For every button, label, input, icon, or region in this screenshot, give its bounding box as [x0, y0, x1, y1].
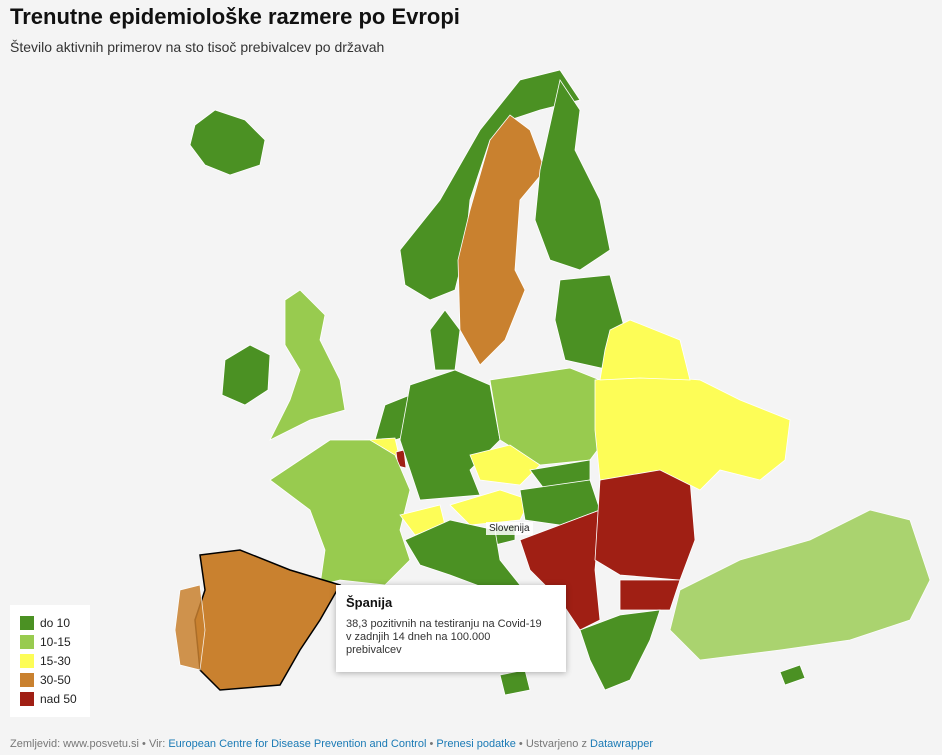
country[interactable]	[779, 664, 806, 686]
tooltip-title: Španija	[346, 595, 393, 610]
country[interactable]	[269, 289, 346, 441]
legend-label: nad 50	[40, 691, 77, 706]
country[interactable]	[594, 374, 791, 491]
legend-swatch	[20, 615, 34, 630]
legend-swatch	[20, 691, 34, 706]
legend-item: 10-15	[20, 632, 90, 651]
legend-item: 15-30	[20, 651, 90, 670]
map	[174, 69, 931, 696]
legend-label: do 10	[40, 615, 71, 630]
country[interactable]	[619, 579, 681, 611]
country[interactable]	[189, 109, 266, 176]
footer-source-prefix: Vir:	[148, 738, 166, 750]
legend-item: do 10	[20, 613, 90, 632]
legend-label: 15-30	[40, 653, 71, 668]
country[interactable]	[194, 549, 342, 691]
country[interactable]	[519, 509, 601, 631]
map-label: Slovenija	[486, 522, 533, 535]
country[interactable]	[599, 319, 691, 381]
legend-swatch	[20, 672, 34, 687]
footer-map: Zemljevid: www.posvetu.si	[10, 738, 139, 750]
legend-label: 30-50	[40, 672, 71, 687]
country[interactable]	[499, 669, 531, 696]
tooltip: Španija 38,3 pozitivnih na testiranju na…	[336, 585, 566, 672]
footer-made-prefix: Ustvarjeno z	[525, 738, 587, 750]
legend-swatch	[20, 634, 34, 649]
footer-made-link[interactable]: Datawrapper	[590, 738, 654, 750]
subtitle: Število aktivnih primerov na sto tisoč p…	[10, 39, 385, 55]
footer: Zemljevid: www.posvetu.si • Vir: Europea…	[10, 738, 654, 750]
legend: do 10 10-15 15-30 30-50 nad 50	[10, 605, 90, 717]
footer-source-link[interactable]: European Centre for Disease Prevention a…	[168, 738, 427, 750]
legend-label: 10-15	[40, 634, 71, 649]
country[interactable]	[669, 509, 931, 661]
country[interactable]	[399, 369, 501, 501]
country[interactable]	[221, 344, 271, 406]
title: Trenutne epidemiološke razmere po Evropi	[10, 4, 460, 29]
legend-swatch	[20, 653, 34, 668]
legend-item: 30-50	[20, 670, 90, 689]
country[interactable]	[469, 444, 541, 486]
country[interactable]	[579, 609, 661, 691]
country[interactable]	[269, 439, 411, 586]
legend-item: nad 50	[20, 689, 90, 708]
country[interactable]	[534, 78, 611, 271]
country[interactable]	[174, 584, 206, 671]
tooltip-text: 38,3 pozitivnih na testiranju na Covid-1…	[346, 618, 542, 656]
footer-download-link[interactable]: Prenesi podatke	[436, 738, 516, 750]
country[interactable]	[429, 309, 461, 371]
